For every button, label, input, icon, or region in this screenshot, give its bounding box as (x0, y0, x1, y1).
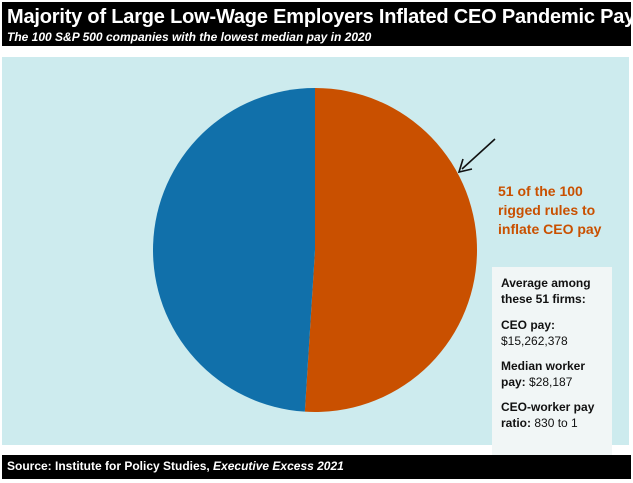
stats-heading: Average among these 51 firms: (501, 276, 591, 306)
chart-subtitle: The 100 S&P 500 companies with the lowes… (7, 30, 372, 44)
pie-slice-rigged (304, 88, 478, 412)
chart-header: Majority of Large Low-Wage Employers Inf… (2, 2, 633, 46)
source-publication: Executive Excess 2021 (213, 459, 344, 473)
pie-chart (153, 88, 496, 412)
ratio-value: 830 to 1 (534, 416, 578, 430)
ceo-pay-label: CEO pay: (501, 318, 556, 332)
ceo-pay-stat: CEO pay: $15,262,378 (501, 317, 608, 349)
annotation-line: 51 of the 100 (498, 183, 583, 199)
annotation-line: rigged rules to (498, 202, 596, 218)
annotation-line: inflate CEO pay (498, 221, 602, 237)
ratio-stat: CEO-worker pay ratio: 830 to 1 (501, 399, 608, 431)
chart-title: Majority of Large Low-Wage Employers Inf… (7, 6, 633, 28)
ceo-pay-value: $15,262,378 (501, 334, 568, 348)
stats-box: Average among these 51 firms: CEO pay: $… (492, 267, 612, 462)
annotation-arrow-line (461, 138, 496, 170)
chart-footer: Source: Institute for Policy Studies, Ex… (2, 455, 631, 479)
median-pay-stat: Median worker pay: $28,187 (501, 358, 608, 390)
rigged-annotation: 51 of the 100 rigged rules to inflate CE… (498, 182, 601, 239)
ratio-label: CEO-worker pay ratio: (501, 400, 595, 430)
plot-area: 51 of the 100 rigged rules to inflate CE… (2, 57, 629, 462)
source-prefix: Source: Institute for Policy Studies, (7, 459, 214, 473)
source-note: Source: Institute for Policy Studies, Ex… (7, 459, 344, 473)
median-pay-value: $28,187 (529, 375, 573, 389)
annotation-arrow-head (457, 158, 473, 174)
median-pay-label: Median worker pay: (501, 359, 586, 389)
pie-slice-other (153, 88, 315, 412)
